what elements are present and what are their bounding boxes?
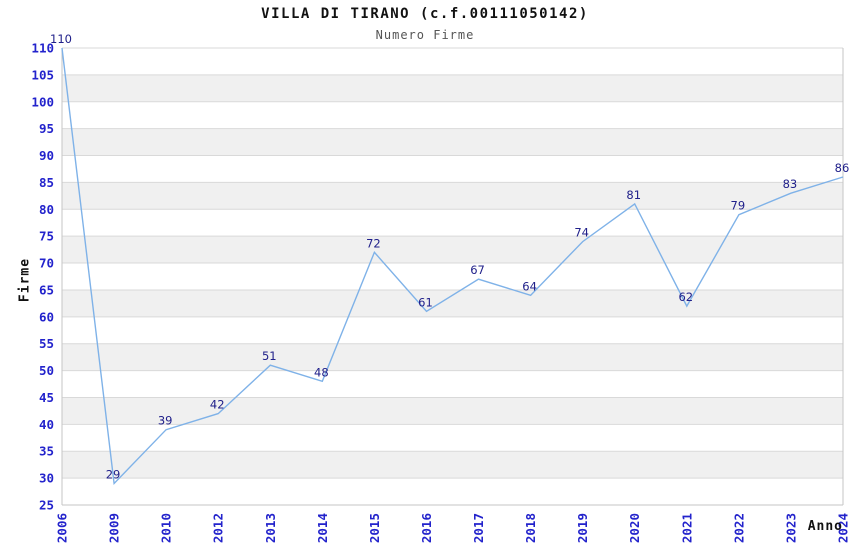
plot-band [62, 128, 843, 156]
point-label: 42 [210, 398, 225, 412]
y-tick-label: 110 [31, 41, 54, 56]
plot-band [62, 289, 843, 317]
y-tick-label: 85 [39, 175, 54, 190]
point-label: 61 [418, 295, 433, 309]
x-tick-label: 2023 [783, 513, 798, 543]
point-label: 62 [678, 290, 693, 304]
x-tick-label: 2021 [679, 513, 694, 543]
plot-band [62, 236, 843, 264]
x-tick-label: 2006 [55, 513, 70, 543]
y-tick-label: 35 [39, 444, 54, 459]
plot-band [62, 397, 843, 425]
y-tick-label: 70 [39, 256, 54, 271]
y-tick-label: 90 [39, 148, 54, 163]
x-tick-label: 2015 [367, 513, 382, 543]
x-tick-label: 2013 [263, 513, 278, 543]
x-tick-label: 2009 [107, 513, 122, 543]
point-label: 79 [731, 199, 746, 213]
point-label: 29 [106, 467, 121, 481]
y-tick-label: 75 [39, 229, 54, 244]
point-label: 74 [574, 226, 589, 240]
x-tick-label: 2019 [575, 513, 590, 543]
y-tick-label: 30 [39, 471, 54, 486]
point-label: 83 [783, 177, 798, 191]
x-tick-label: 2020 [627, 513, 642, 543]
y-tick-label: 95 [39, 121, 54, 136]
point-label: 51 [262, 349, 277, 363]
x-tick-label: 2022 [731, 513, 746, 543]
x-tick-label: 2010 [159, 513, 174, 543]
point-label: 48 [314, 365, 329, 379]
y-tick-label: 40 [39, 417, 54, 432]
y-tick-label: 80 [39, 202, 54, 217]
plot-band [62, 451, 843, 479]
point-label: 110 [50, 32, 72, 46]
y-tick-label: 45 [39, 390, 54, 405]
y-axis-title: Firme [17, 257, 33, 303]
plot-band [62, 74, 843, 102]
y-tick-label: 55 [39, 336, 54, 351]
y-tick-label: 60 [39, 309, 54, 324]
point-label: 39 [158, 414, 173, 428]
point-label: 72 [366, 236, 381, 250]
x-axis-title: Anno [807, 519, 843, 534]
x-tick-label: 2017 [471, 513, 486, 543]
plot-band [62, 343, 843, 371]
x-tick-label: 2012 [211, 513, 226, 543]
y-tick-label: 100 [31, 94, 54, 109]
y-tick-label: 25 [39, 498, 54, 513]
point-label: 67 [470, 263, 485, 277]
y-tick-label: 65 [39, 282, 54, 297]
x-tick-label: 2014 [315, 513, 330, 543]
data-line [61, 47, 844, 486]
point-label: 86 [835, 161, 850, 175]
y-tick-label: 50 [39, 363, 54, 378]
x-tick-label: 2016 [419, 513, 434, 543]
y-tick-label: 105 [31, 67, 54, 82]
chart-title: VILLA DI TIRANO (c.f.00111050142) [261, 6, 589, 22]
chart-subtitle: Numero Firme [375, 28, 475, 42]
x-tick-label: 2024 [836, 513, 850, 543]
point-label: 64 [522, 279, 537, 293]
point-label: 81 [626, 188, 641, 202]
plot-band [62, 182, 843, 210]
x-tick-label: 2018 [523, 513, 538, 543]
